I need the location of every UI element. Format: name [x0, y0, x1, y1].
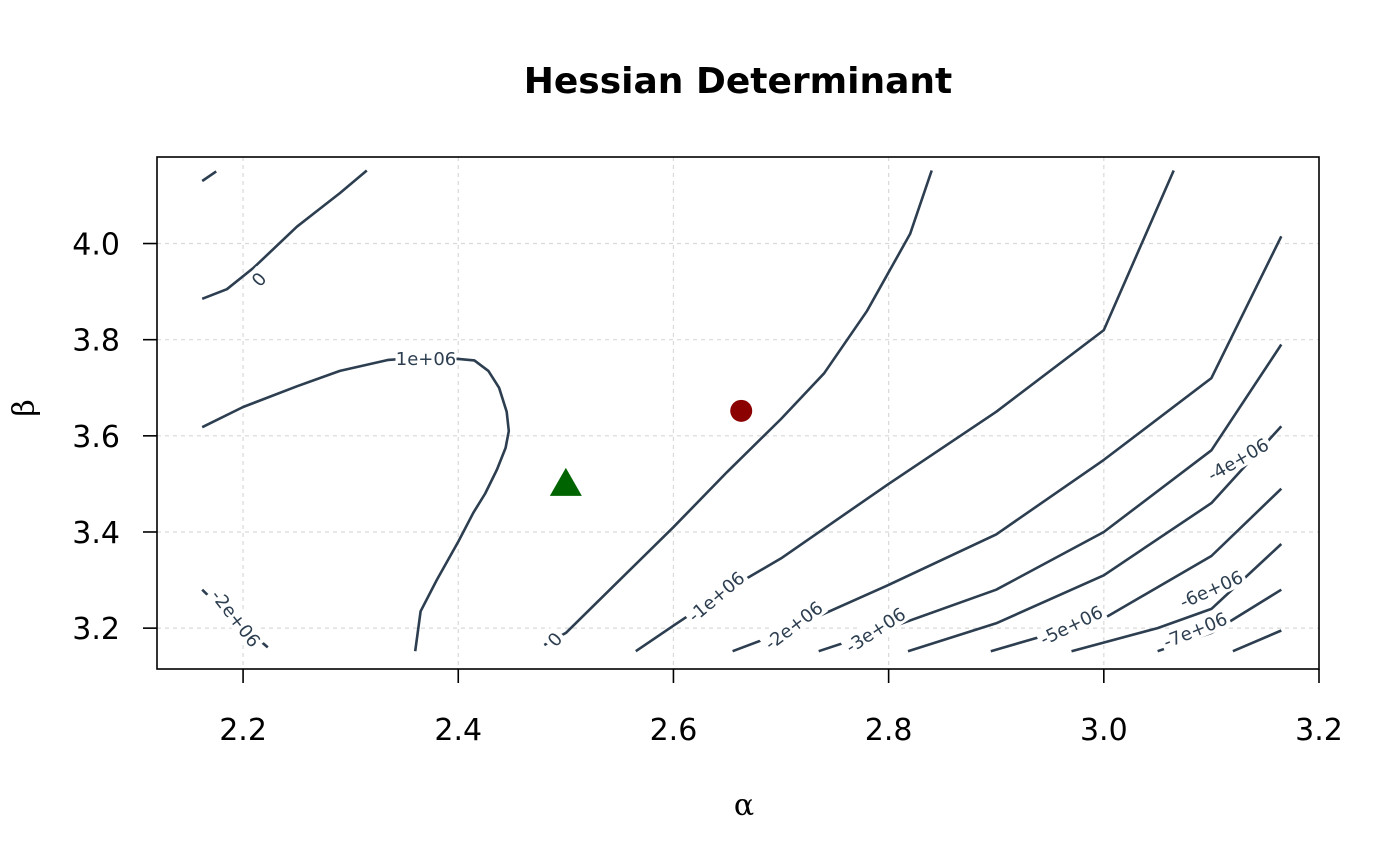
x-axis-label: α	[734, 788, 754, 823]
y-tick-label: 3.4	[72, 516, 120, 551]
y-axis-label: β	[7, 399, 42, 416]
contour-label-text: -1e+06	[684, 568, 749, 627]
contour-label-halo	[1174, 565, 1248, 613]
contour-label: 0	[541, 626, 568, 653]
contour-label-halo	[1201, 432, 1274, 486]
x-tick-label: 3.2	[1295, 713, 1343, 748]
contour-line	[907, 425, 1283, 653]
contour-label-halo	[1034, 600, 1108, 650]
y-tick-label: 3.8	[72, 324, 120, 359]
contour-label-halo	[395, 347, 457, 368]
y-tick-label: 4.0	[72, 228, 120, 263]
y-tick-label: 3.2	[72, 612, 120, 647]
y-axis: 3.2 3.4 3.6 3.8 4.0	[72, 228, 157, 647]
contour-label-halo	[758, 595, 829, 655]
contour-label-halo	[1157, 606, 1233, 653]
contour-label-halo	[541, 626, 568, 653]
contour-line	[1232, 629, 1282, 653]
triangle-marker	[549, 467, 582, 496]
contour-label: 1e+06	[395, 347, 457, 370]
contour-line	[201, 170, 217, 183]
contour-line	[201, 169, 368, 301]
contour-label: -3e+06	[839, 601, 911, 658]
contour-label: 0	[245, 265, 272, 292]
contour-label: -2e+06	[206, 583, 267, 653]
chart-title: Hessian Determinant	[524, 61, 952, 102]
contour-label: -1e+06	[681, 565, 750, 627]
x-axis: 2.2 2.4 2.6 2.8 3.0 3.2	[219, 669, 1343, 748]
y-tick-label: 3.6	[72, 420, 120, 455]
contour-label: -4e+06	[1201, 432, 1274, 486]
contour-label-text: -5e+06	[1037, 602, 1106, 650]
contour-label-text: -4e+06	[1204, 434, 1273, 486]
contour-line	[543, 170, 933, 647]
circle-marker	[730, 399, 753, 422]
x-tick-label: 2.6	[650, 713, 698, 748]
contour-label: -2e+06	[758, 595, 829, 655]
contour-label-halo	[206, 583, 267, 653]
contour-label-text: 1e+06	[396, 349, 457, 370]
contour-label-text: -2e+06	[206, 586, 264, 652]
contour-line	[201, 356, 511, 652]
plot-frame	[156, 156, 1320, 670]
x-tick-label: 2.4	[434, 713, 482, 748]
contour-label-text: -2e+06	[761, 598, 827, 655]
contour-line	[635, 169, 1175, 653]
x-tick-label: 2.8	[865, 713, 913, 748]
contour-label-halo	[839, 601, 911, 658]
x-tick-label: 3.0	[1080, 713, 1128, 748]
marker-layer	[549, 399, 753, 496]
grid-layer	[157, 157, 1319, 669]
contour-label-halo	[245, 265, 272, 292]
x-tick-label: 2.2	[219, 713, 267, 748]
contour-label-text: -3e+06	[842, 604, 910, 658]
contour-label-halo	[681, 565, 750, 627]
contour-label-layer: 01e+06-2e+06 0-1e+06 -2e+06 -3e+06-4e+06-5e…	[206, 265, 1274, 658]
contour-line	[1071, 543, 1283, 653]
contour-label-text: -6e+06	[1177, 567, 1247, 613]
